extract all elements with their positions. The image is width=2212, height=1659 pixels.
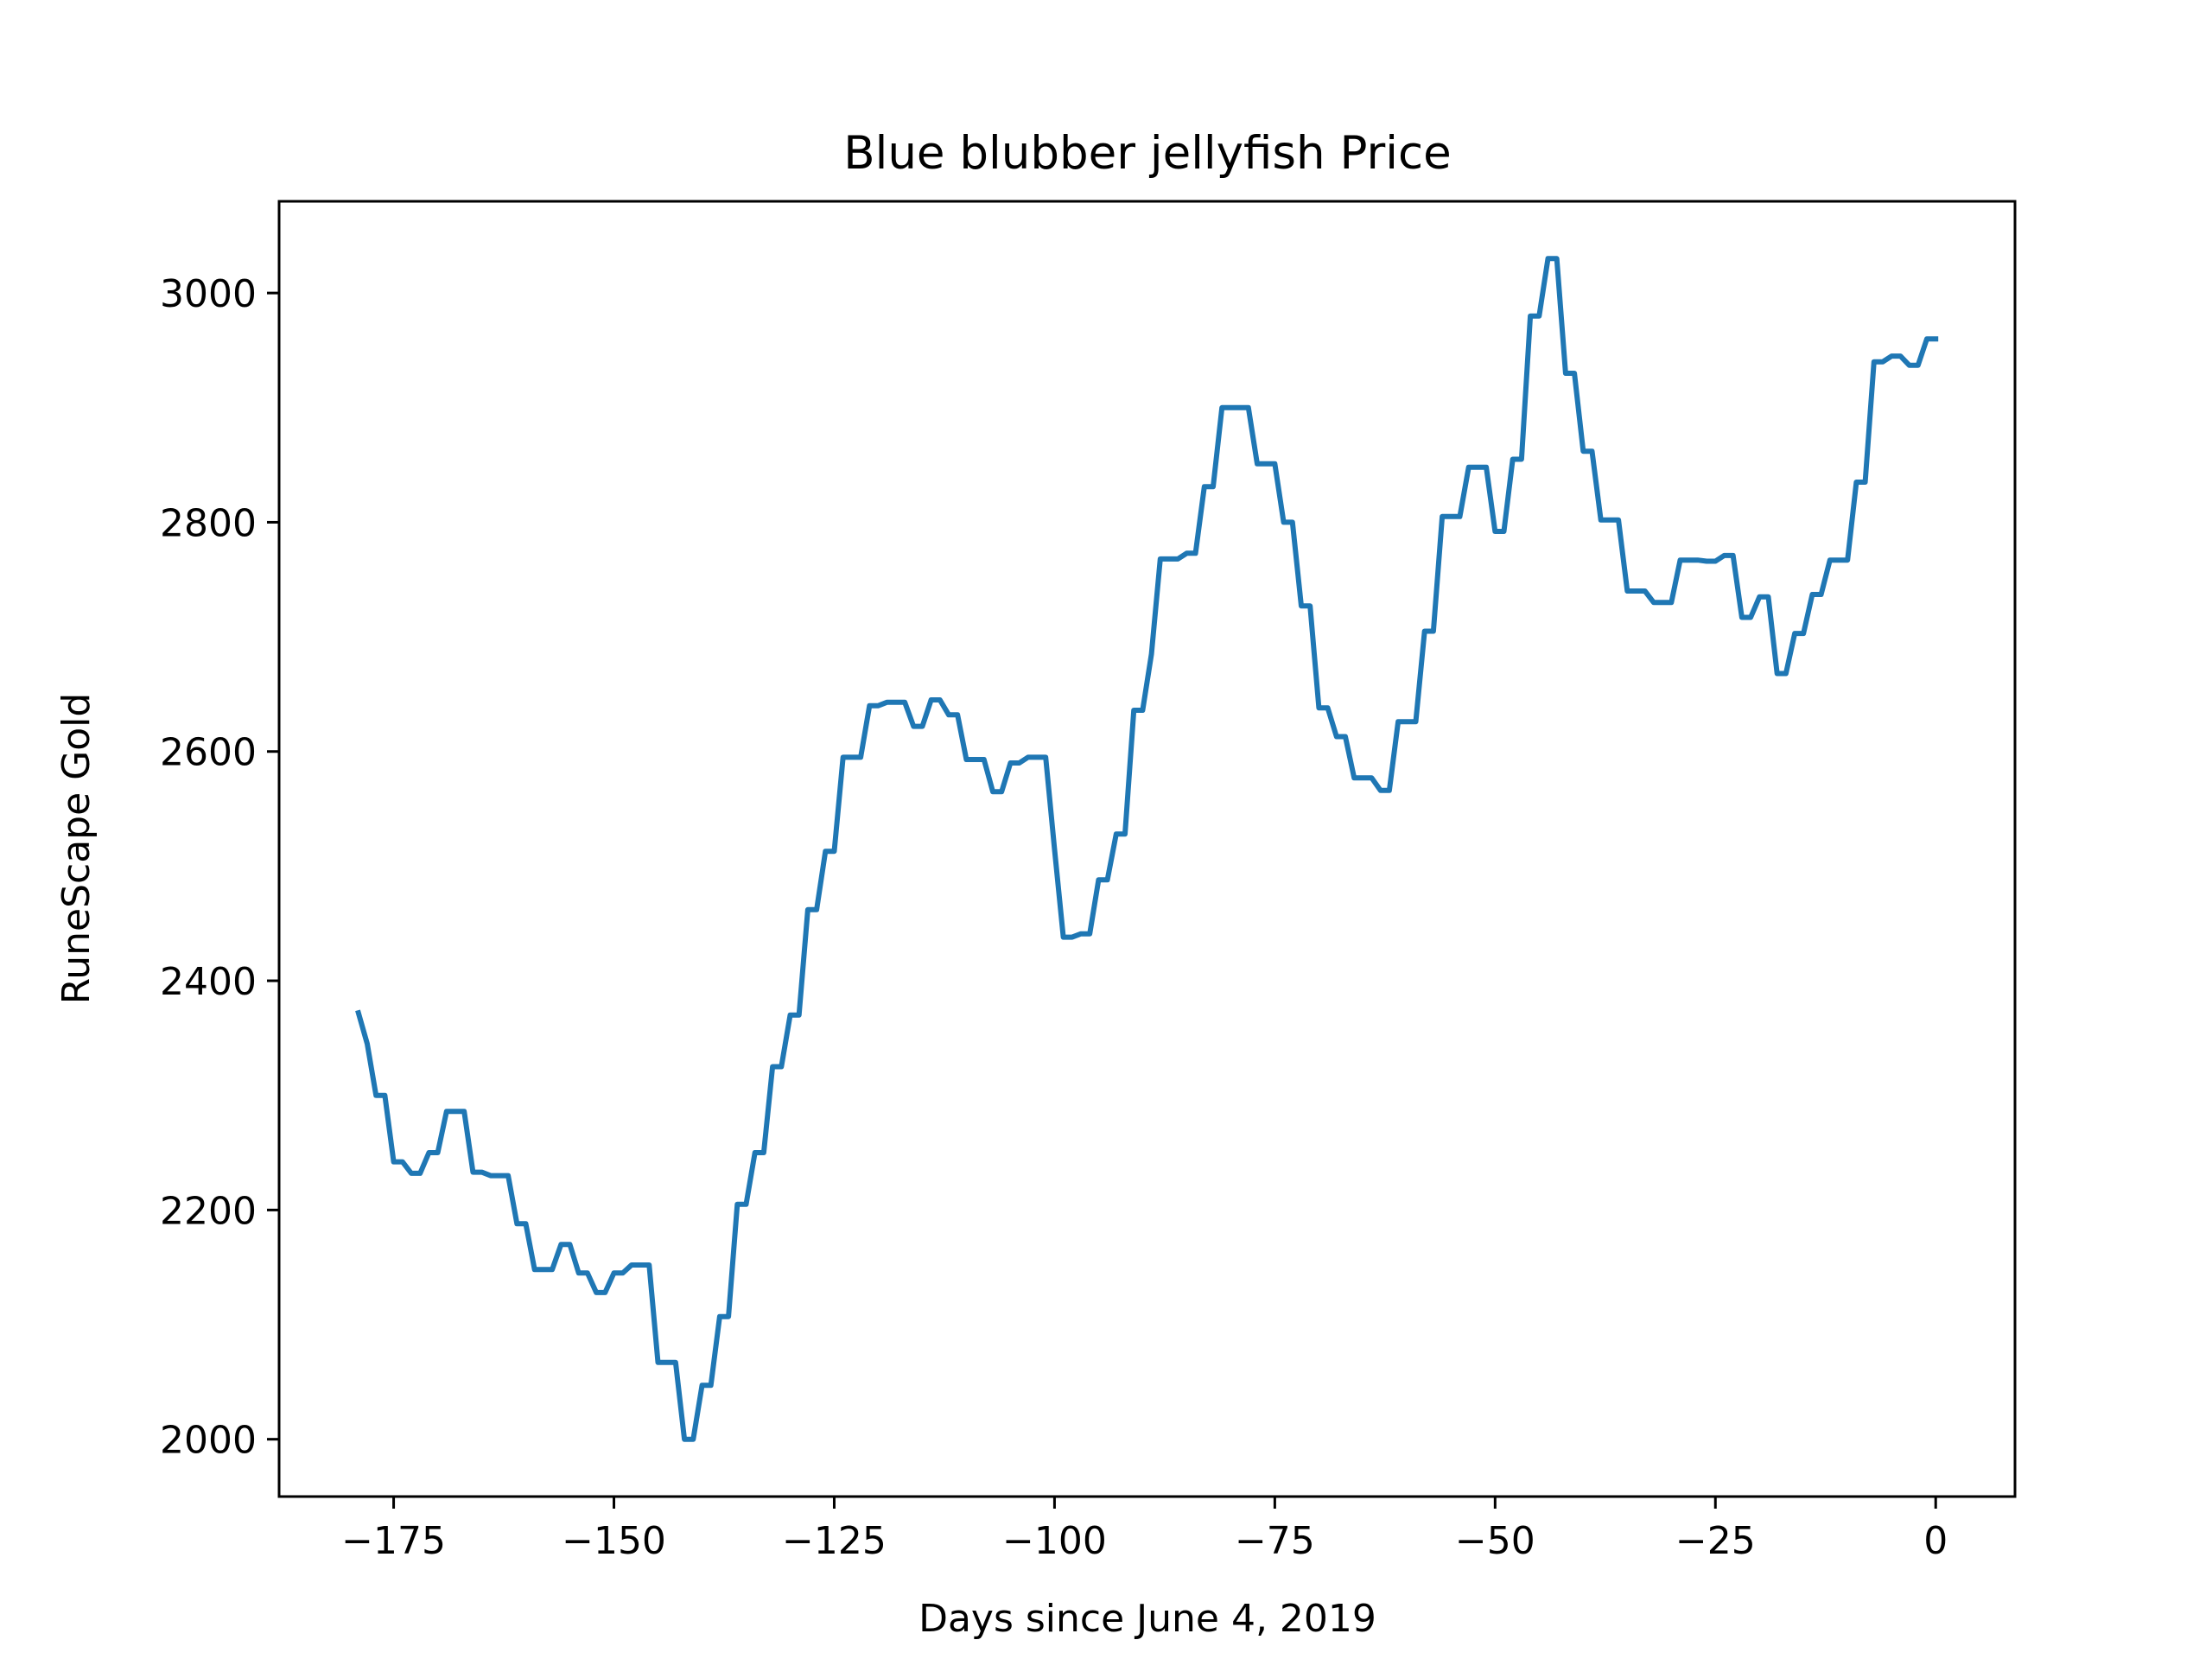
price-series-line <box>355 256 1939 1442</box>
x-tick-label: −75 <box>1235 1519 1315 1563</box>
x-axis: −175 −150 −125 −100 −75 −50 −25 0 <box>341 1497 1948 1563</box>
y-axis: 2000 2200 2400 2600 2800 3000 <box>160 272 279 1463</box>
x-tick-label: −150 <box>562 1519 666 1563</box>
y-tick-label: 2600 <box>160 731 257 775</box>
y-tick-label: 3000 <box>160 272 257 316</box>
x-tick-label: −25 <box>1675 1519 1756 1563</box>
x-tick-label: −175 <box>341 1519 446 1563</box>
x-tick-label: −50 <box>1455 1519 1535 1563</box>
plot-frame <box>277 200 2017 1498</box>
plot-area <box>277 200 2017 1498</box>
x-tick-label: −125 <box>782 1519 887 1563</box>
y-tick-label: 2800 <box>160 501 257 545</box>
y-axis-label: RuneScape Gold <box>54 693 99 1005</box>
y-tick-label: 2000 <box>160 1419 257 1463</box>
x-tick-label: −100 <box>1002 1519 1107 1563</box>
y-tick-label: 2200 <box>160 1189 257 1233</box>
plot-background <box>279 201 2015 1497</box>
x-axis-label: Days since June 4, 2019 <box>918 1597 1376 1641</box>
y-tick-label: 2400 <box>160 960 257 1004</box>
x-tick-label: 0 <box>1923 1519 1948 1563</box>
chart-title: Blue blubber jellyfish Price <box>843 127 1452 180</box>
